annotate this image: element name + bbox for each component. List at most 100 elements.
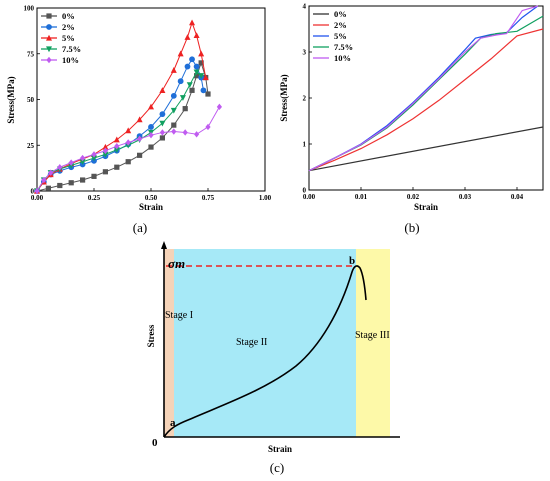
panel-a-legend-marker [46,13,52,19]
panel-b-legend-label: 10% [334,53,351,63]
panel-b-y-tick-label: 4 [303,3,307,11]
panel-a-series-1-point [198,60,204,66]
panel-a-series-4-point [79,159,86,165]
panel-a-series-1-point [57,182,63,189]
panel-a-series-5-point [216,103,222,111]
caption-a: (a) [133,220,147,235]
panel-b-x-tick-label: 0.03 [459,193,472,201]
panel-b-legend: 0%2%5%7.5%10% [313,9,353,63]
panel-a-series-3-point [198,50,205,57]
panel-c-x-axis-label: Strain [268,444,292,454]
panel-a-series-1-point [80,177,86,183]
panel-a-y-tick-label: 0 [31,188,35,196]
panel-a-series [34,19,222,195]
panel-b-legend-label: 0% [334,9,347,19]
panel-a-series-1-point [45,185,51,191]
panel-a-legend-marker [46,34,52,41]
panel-c-y-axis-label: Stress [146,324,156,347]
panel-a-series-2-point [170,92,177,99]
panel-a-series-1-point [114,164,120,170]
caption-c: (c) [270,460,284,475]
panel-b-x-tick-label: 0.01 [355,193,368,201]
panel-a-series-2-point [159,111,166,118]
panel-a-legend-marker [46,24,52,30]
panel-b-x-tick-label: 0.00 [303,193,316,201]
panel-a-series-3-point [177,50,184,57]
panel-a-series-4-point [198,73,205,79]
panel-a-x-axis-label: Strain [139,202,163,212]
stage-2-label: Stage II [236,337,267,348]
panel-c-y-arrowhead [161,241,167,249]
stress-strain-curve [163,265,367,438]
panel-b-series-line-5 [308,5,538,172]
stage-2-band [174,249,356,437]
panel-a-series-3-point [159,87,166,93]
stage-3-band [356,249,390,437]
stage-3-label: Stage III [355,330,390,341]
panel-a-x-tick-label: 0.25 [88,194,101,202]
panel-a-series-1-point [137,152,143,158]
panel-a-series-4-point [179,95,186,101]
panel-a-series-4-point [186,82,193,89]
panel-a-series-2-point [189,56,195,63]
panel-a-series-5-point [91,151,97,158]
panel-a-series-3-point [113,136,120,143]
panel-b-legend-label: 7.5% [334,42,353,52]
panel-a-series-1-point [189,87,195,93]
panel-c-schematic: σm 0 a b Stage I Stage II Stage III Stra… [146,241,400,454]
panel-a-series-2-point [148,124,154,130]
panel-a-series-1-point [194,73,200,79]
stage-1-label: Stage I [165,310,193,321]
panel-a-series-3-point [170,67,177,73]
panel-a-series-5-point [48,169,54,176]
point-b-label: b [349,255,355,267]
panel-a-series-5-point [102,147,108,154]
panel-a-series-5-point [159,129,165,136]
panel-a-series-3-point [193,32,200,39]
panel-a-series-1-point [171,122,177,128]
panel-a-y-tick-label: 75 [27,50,35,58]
panel-a-series-4-point [159,120,166,127]
panel-b-x-axis-label: Strain [414,202,438,212]
panel-a-legend-marker [46,46,52,53]
caption-b: (b) [404,220,419,235]
panel-a-legend-marker [46,56,52,64]
panel-a-legend-label: 5% [62,33,75,43]
panel-a-series-5-point [171,128,177,135]
panel-b-legend-label: 5% [334,31,347,41]
panel-a-series-5-point [182,129,188,136]
panel-a-series-3-point [125,127,132,134]
panel-a-legend-label: 7.5% [62,44,81,54]
panel-a-series-1-point [148,144,154,150]
panel-a-y-tick-label: 50 [27,96,35,104]
panel-a-legend-label: 10% [62,55,79,65]
panel-a-series-3-point [148,103,154,110]
panel-a-series-5-point [41,176,47,184]
panel-a-series-3-point [102,143,109,150]
panel-a-chart: 0.00 0.25 0.50 0.75 1.00 0 25 50 75 100 0%2%5%7.5… [6,5,272,213]
panel-a-series-3-point [136,116,143,123]
panel-b-series-line-1 [308,126,544,172]
panel-a-legend-label: 0% [62,11,75,21]
panel-a-series-4-point [102,151,109,158]
point-a-label: a [170,417,176,429]
panel-b-y-axis-label: Stress(MPa) [279,74,289,121]
panel-a-y-axis-label: Stress(MPa) [6,76,16,123]
panel-a-series-1-point [125,159,131,165]
panel-a-x-tick-label: 1.00 [259,194,272,202]
panel-a-series-1-point [91,173,97,179]
sigma-m-label: σm [168,256,185,271]
panel-a-legend: 0%2%5%7.5%10% [41,11,81,65]
panel-a-series-3-point [189,19,196,26]
panel-a-series-3-point [184,34,191,40]
panel-a-x-tick-label: 0.75 [202,194,215,202]
panel-b-y-tick-label: 1 [303,141,307,149]
origin-label: 0 [152,437,158,449]
panel-a-series-1-point [182,106,188,112]
panel-a-series-5-point [205,123,211,131]
panel-a-series-2-point [193,63,200,70]
panel-a-series-5-point [34,187,40,195]
panel-a-series-5-point [68,159,74,166]
